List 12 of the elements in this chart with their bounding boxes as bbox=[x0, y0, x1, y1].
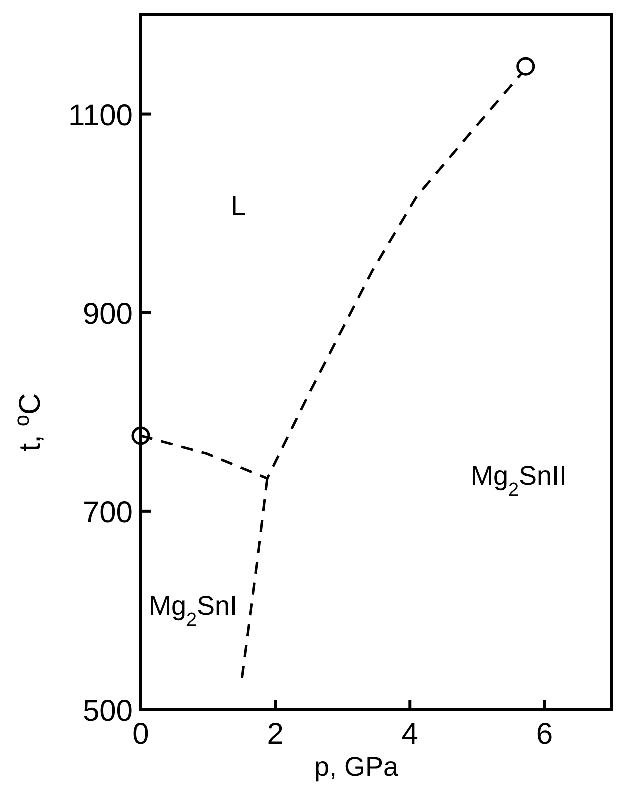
x-tick-label: 2 bbox=[267, 718, 284, 751]
y-tick-label: 900 bbox=[82, 298, 133, 331]
x-tick-label: 4 bbox=[402, 718, 418, 751]
annotation: L bbox=[231, 191, 246, 221]
x-tick-label: 0 bbox=[132, 718, 150, 751]
annotation: Mg$_{2}$SnI bbox=[149, 591, 238, 630]
x-axis-title: p, GPa bbox=[314, 752, 400, 782]
annotation: Mg$_{2}$SnII bbox=[471, 461, 568, 500]
x-tick-label: 6 bbox=[536, 718, 554, 751]
y-tick-label: 700 bbox=[82, 496, 133, 530]
y-tick-label: 1100 bbox=[68, 99, 133, 132]
y-tick-label: 500 bbox=[82, 695, 133, 728]
